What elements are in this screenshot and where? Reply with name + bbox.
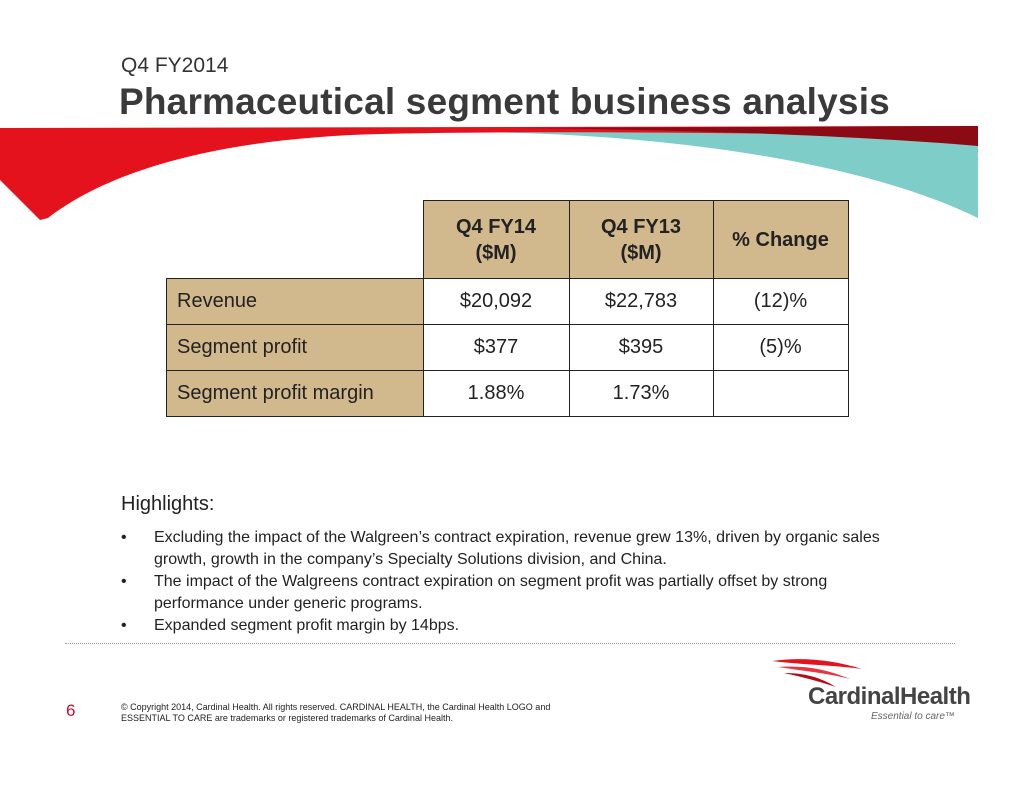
copyright-notice: © Copyright 2014, Cardinal Health. All r… [121, 702, 551, 723]
footer-divider [65, 643, 955, 644]
swoosh-teal-band [430, 126, 978, 218]
table-header-row: Q4 FY14 ($M) Q4 FY13 ($M) % Change [166, 200, 849, 279]
list-item: • The impact of the Walgreens contract e… [121, 571, 881, 615]
header-fy13-line1: Q4 FY13 [600, 215, 682, 238]
slide-title: Pharmaceutical segment business analysis [119, 81, 890, 122]
row-label: Revenue [166, 278, 424, 325]
bullet-glyph: • [121, 573, 127, 590]
header-swoosh-graphic [0, 126, 978, 220]
bullet-text: The impact of the Walgreens contract exp… [154, 573, 828, 612]
header-fy14-line1: Q4 FY14 [455, 215, 537, 238]
table-header-fy14: Q4 FY14 ($M) [422, 200, 570, 279]
highlights-list: • Excluding the impact of the Walgreen’s… [121, 527, 881, 637]
bullet-text: Excluding the impact of the Walgreen’s c… [154, 529, 880, 568]
cell-fy13: $395 [568, 324, 714, 371]
table-row: Segment profit margin 1.88% 1.73% [166, 370, 849, 417]
swoosh-red-band [0, 126, 978, 220]
cell-change: (5)% [712, 324, 849, 371]
row-label: Segment profit [166, 324, 424, 371]
cell-fy14: $377 [422, 324, 570, 371]
cell-fy14: $20,092 [422, 278, 570, 325]
logo-tagline: Essential to care™ [871, 711, 955, 722]
list-item: • Excluding the impact of the Walgreen’s… [121, 527, 881, 571]
highlights-heading: Highlights: [121, 493, 215, 515]
cell-change [712, 370, 849, 417]
cardinal-health-logo: CardinalHealth Essential to care™ [770, 655, 971, 725]
list-item: • Expanded segment profit margin by 14bp… [121, 615, 881, 637]
slide-subtitle: Q4 FY2014 [121, 54, 229, 77]
cell-fy13: $22,783 [568, 278, 714, 325]
bullet-text: Expanded segment profit margin by 14bps. [154, 617, 460, 634]
header-fy13-line2: ($M) [620, 241, 662, 264]
table-corner-cell [166, 200, 424, 279]
row-label: Segment profit margin [166, 370, 424, 417]
table-header-change: % Change [712, 200, 849, 279]
page-number: 6 [66, 701, 76, 720]
cardinal-wing-icon [772, 659, 862, 687]
table-header-fy13: Q4 FY13 ($M) [568, 200, 714, 279]
bullet-glyph: • [121, 617, 127, 634]
table-row: Revenue $20,092 $22,783 (12)% [166, 278, 849, 325]
swoosh-dark-red-band [520, 126, 978, 146]
table-row: Segment profit $377 $395 (5)% [166, 324, 849, 371]
logo-wordmark: CardinalHealth [808, 683, 971, 710]
cell-fy13: 1.73% [568, 370, 714, 417]
header-fy14-line2: ($M) [475, 241, 517, 264]
bullet-glyph: • [121, 529, 127, 546]
cell-change: (12)% [712, 278, 849, 325]
financial-table: Q4 FY14 ($M) Q4 FY13 ($M) % Change Reven… [166, 200, 849, 417]
cell-fy14: 1.88% [422, 370, 570, 417]
